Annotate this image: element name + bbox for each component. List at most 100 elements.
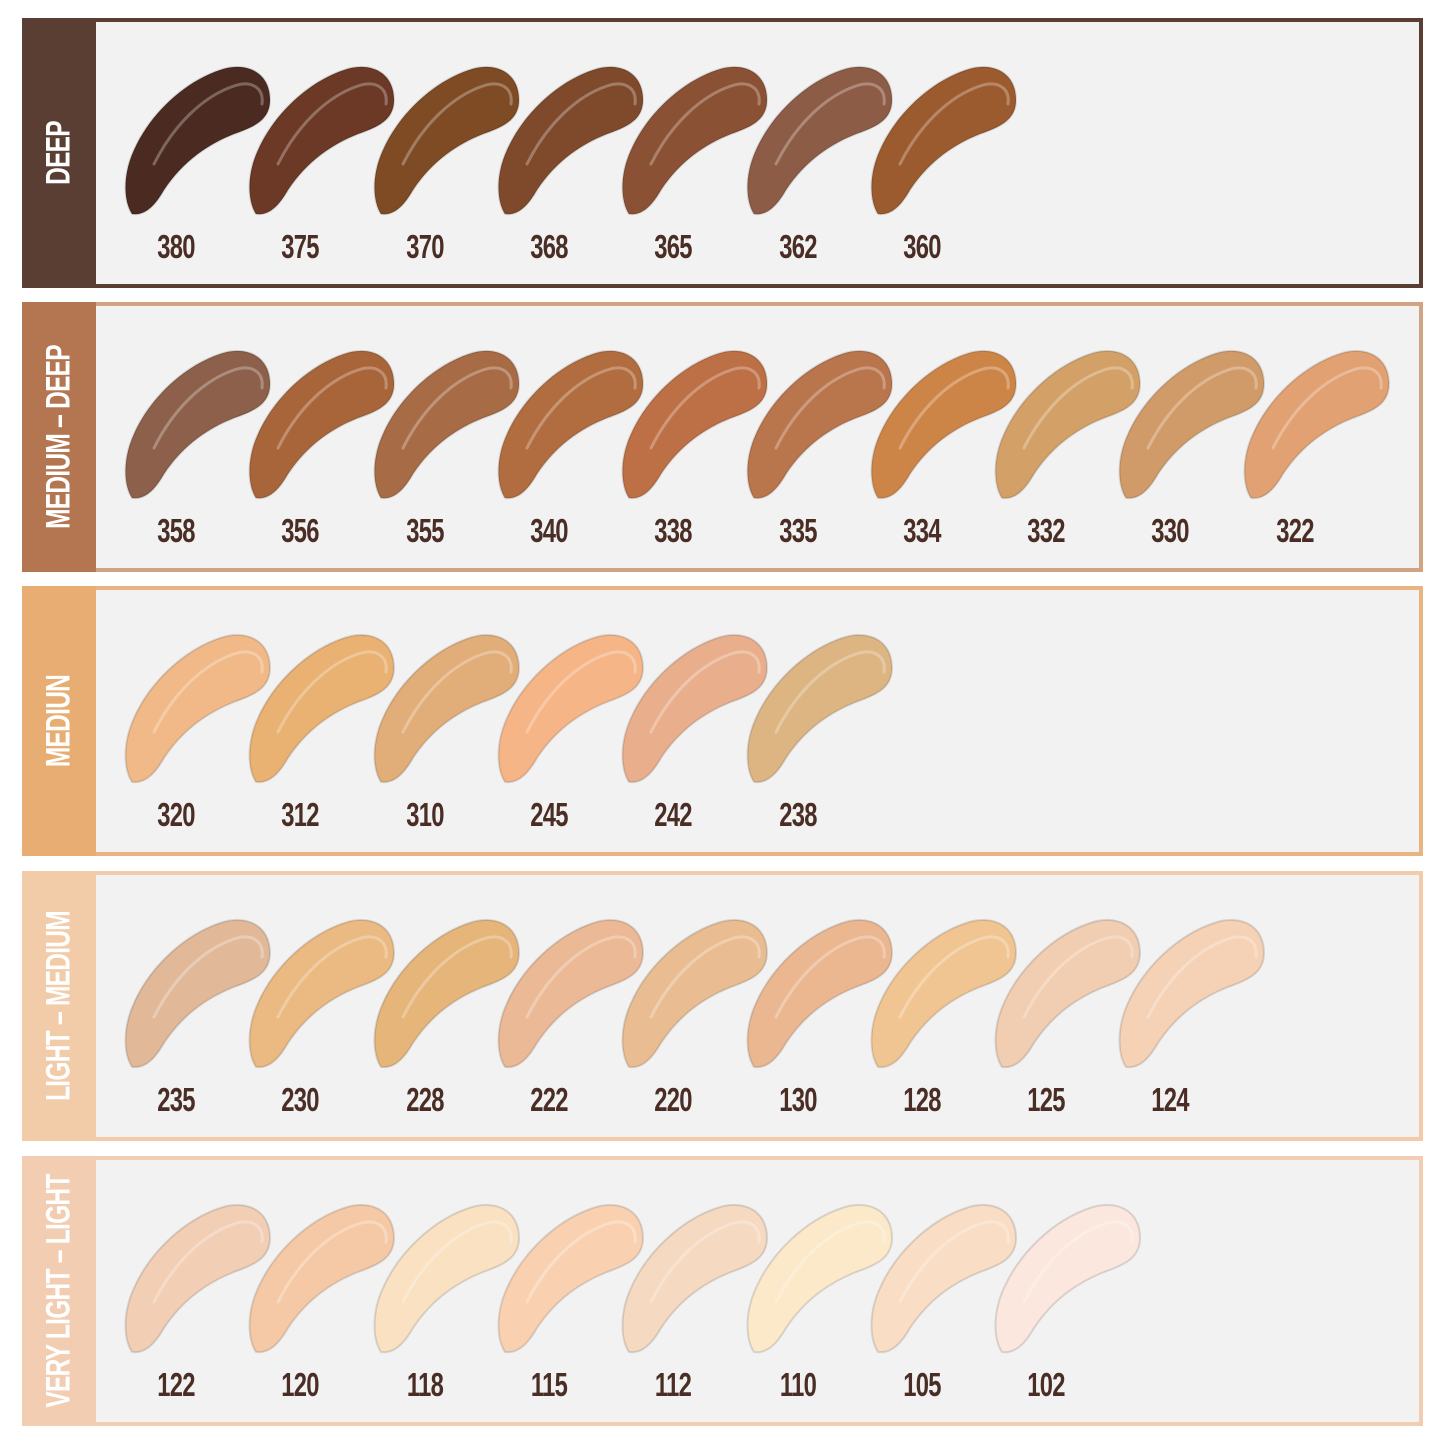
shade-number: 370: [405, 228, 444, 265]
shade-group-section: MEDIUM – DEEP 358 356 355 340 338 335 334 332 330…: [22, 302, 1423, 572]
group-label: LIGHT – MEDIUM: [39, 911, 78, 1101]
shade-number: 312: [281, 796, 320, 833]
shade-number: 110: [779, 1366, 816, 1403]
shade-swatch: 312: [248, 632, 398, 842]
shade-group-section: VERY LIGHT – LIGHT 122 120 118 115 112 110 105 1…: [22, 1156, 1423, 1426]
swatch-blob: [746, 633, 893, 784]
shade-number: 102: [1027, 1366, 1065, 1403]
shade-swatch: 245: [497, 632, 647, 842]
shade-number: 230: [281, 1081, 320, 1118]
shade-swatch: 112: [621, 1202, 771, 1412]
group-label: MEDIUM – DEEP: [39, 345, 78, 529]
swatch-blob: [746, 918, 893, 1069]
swatch-blob: [124, 1203, 272, 1354]
shade-swatch: 365: [621, 64, 771, 274]
shade-swatch: 370: [373, 64, 523, 274]
shade-swatch: 220: [621, 917, 771, 1127]
group-label: MEDIUN: [39, 674, 78, 768]
swatch-blob: [994, 1203, 1142, 1354]
swatch-blob: [373, 349, 520, 500]
shade-swatch: 335: [746, 348, 896, 558]
shade-swatch: 230: [248, 917, 398, 1127]
shade-number: 334: [903, 512, 941, 549]
shade-swatch: 235: [124, 917, 274, 1127]
shade-number: 358: [157, 512, 195, 549]
shade-number: 105: [903, 1366, 941, 1403]
shade-swatch: 360: [870, 64, 1020, 274]
shade-number: 335: [778, 512, 817, 549]
group-label-band: MEDIUM – DEEP: [22, 302, 96, 572]
shade-swatch: 228: [373, 917, 523, 1127]
group-label: VERY LIGHT – LIGHT: [39, 1174, 78, 1408]
swatch-blob: [1243, 349, 1390, 500]
shade-swatch: 124: [1118, 917, 1268, 1127]
shade-number: 365: [654, 228, 692, 265]
shade-number: 222: [530, 1081, 568, 1118]
swatch-blob: [497, 1203, 644, 1354]
swatch-blob: [994, 918, 1142, 1069]
shade-number: 338: [654, 512, 692, 549]
shade-number: 245: [530, 796, 568, 833]
swatch-blob: [621, 65, 769, 216]
shade-number: 362: [778, 228, 817, 265]
swatch-blob: [248, 349, 396, 500]
shade-swatch: 322: [1243, 348, 1393, 558]
shade-group-section: LIGHT – MEDIUM 235 230 228 222 220 130 128 125 12…: [22, 871, 1423, 1141]
shade-swatch: 110: [746, 1202, 896, 1412]
swatch-blob: [497, 633, 644, 784]
swatch-blob: [373, 633, 520, 784]
group-label-band: DEEP: [22, 18, 96, 288]
shade-number: 320: [157, 796, 195, 833]
shade-number: 128: [903, 1081, 941, 1118]
swatch-blob: [248, 918, 396, 1069]
shade-swatch: 375: [248, 64, 398, 274]
swatch-blob: [870, 1203, 1017, 1354]
shade-swatch: 120: [248, 1202, 398, 1412]
swatch-blob: [746, 65, 893, 216]
shade-number: 122: [157, 1366, 195, 1403]
shade-swatch: 340: [497, 348, 647, 558]
shade-number: 332: [1027, 512, 1065, 549]
shade-swatch: 238: [746, 632, 896, 842]
shade-swatch: 310: [373, 632, 523, 842]
swatch-blob: [124, 918, 272, 1069]
swatch-blob: [870, 918, 1017, 1069]
swatch-blob: [124, 65, 272, 216]
swatch-blob: [621, 1203, 769, 1354]
swatch-blob: [248, 65, 396, 216]
shade-number: 330: [1151, 512, 1190, 549]
shade-number: 375: [281, 228, 320, 265]
group-label-band: LIGHT – MEDIUM: [22, 871, 96, 1141]
shade-number: 220: [654, 1081, 692, 1118]
swatch-blob: [621, 349, 769, 500]
shade-number: 355: [405, 512, 444, 549]
shade-number: 125: [1027, 1081, 1065, 1118]
shade-swatch: 334: [870, 348, 1020, 558]
shade-swatch: 128: [870, 917, 1020, 1127]
shade-swatch: 118: [373, 1202, 523, 1412]
group-label-band: VERY LIGHT – LIGHT: [22, 1156, 96, 1426]
shade-number: 322: [1275, 512, 1314, 549]
shade-group-section: DEEP 380 375 370 368 365 362 360: [22, 18, 1423, 288]
shade-number: 112: [655, 1366, 692, 1403]
swatch-blob: [1118, 918, 1266, 1069]
shade-swatch: 242: [621, 632, 771, 842]
shade-swatch: 358: [124, 348, 274, 558]
swatch-blob: [373, 65, 520, 216]
swatch-blob: [621, 918, 769, 1069]
shade-number: 124: [1151, 1081, 1190, 1118]
group-label-band: MEDIUN: [22, 586, 96, 856]
shade-number: 228: [405, 1081, 444, 1118]
shade-number: 118: [406, 1366, 444, 1403]
swatch-blob: [124, 349, 272, 500]
swatch-blob: [124, 633, 272, 784]
shade-swatch: 332: [994, 348, 1144, 558]
swatch-blob: [746, 349, 893, 500]
shade-number: 115: [530, 1366, 568, 1403]
shade-number: 310: [405, 796, 444, 833]
swatch-blob: [248, 1203, 396, 1354]
shade-swatch: 130: [746, 917, 896, 1127]
shade-swatch: 105: [870, 1202, 1020, 1412]
swatch-blob: [373, 918, 520, 1069]
shade-swatch: 122: [124, 1202, 274, 1412]
